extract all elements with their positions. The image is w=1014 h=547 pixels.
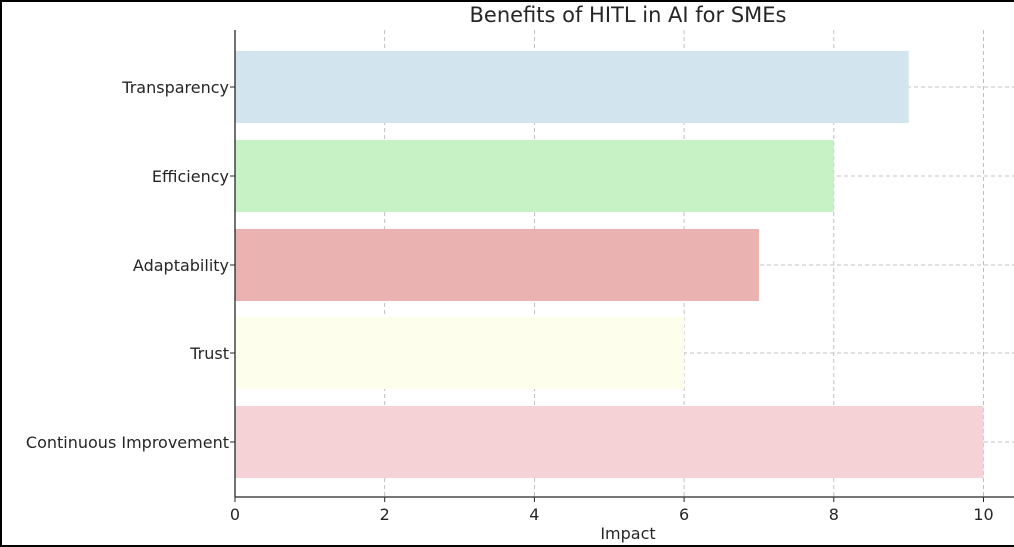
bar-efficiency	[235, 140, 834, 212]
bar-adaptability	[235, 229, 759, 301]
bars	[235, 51, 984, 478]
y-category-label: Transparency	[121, 78, 229, 97]
bar-transparency	[235, 51, 909, 123]
y-category-label: Continuous Improvement	[26, 433, 229, 452]
x-tick-label: 0	[230, 505, 240, 524]
tick-labels: 0 2 4 6 8 10 Transparency Efficiency Adaptabilit…	[26, 78, 994, 524]
bar-trust	[235, 317, 685, 389]
x-tick-label: 4	[529, 505, 539, 524]
y-category-label: Efficiency	[152, 167, 229, 186]
chart-title: Benefits of HITL in AI for SMEs	[470, 3, 787, 27]
y-category-label: Adaptability	[133, 256, 229, 275]
ticks	[230, 86, 984, 502]
x-axis-label: Impact	[600, 524, 655, 543]
y-category-label: Trust	[189, 344, 229, 363]
axes	[234, 30, 1014, 498]
bar-continuous-improvement	[235, 406, 984, 478]
x-tick-label: 2	[380, 505, 390, 524]
x-tick-label: 10	[973, 505, 993, 524]
x-tick-label: 6	[679, 505, 689, 524]
x-tick-label: 8	[829, 505, 839, 524]
